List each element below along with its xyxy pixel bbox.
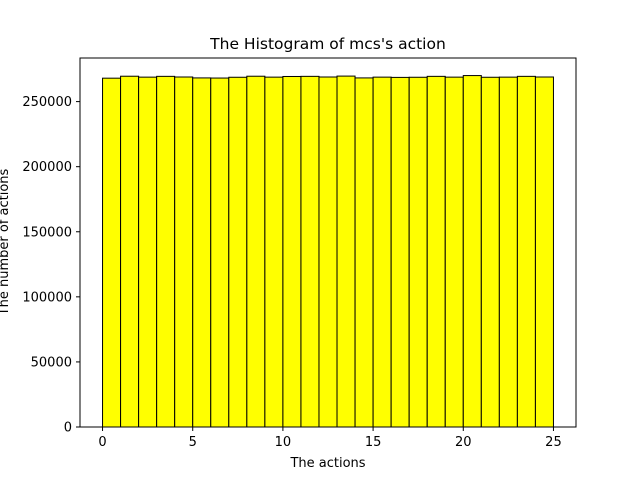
chart-title: The Histogram of mcs's action — [209, 35, 446, 53]
x-axis-label: The actions — [289, 456, 365, 471]
y-tick-label: 250000 — [22, 95, 72, 110]
histogram-bar — [210, 77, 230, 428]
y-tick-label: 150000 — [22, 225, 72, 240]
histogram-bar — [426, 75, 446, 428]
x-tick-label: 15 — [365, 435, 382, 450]
histogram-bar — [408, 76, 428, 428]
histogram-bar — [138, 76, 158, 428]
x-tick-label: 25 — [545, 435, 562, 450]
y-tick-label: 50000 — [31, 355, 72, 370]
histogram-bar — [336, 75, 356, 428]
histogram-bar — [192, 77, 212, 428]
y-tick-label: 200000 — [22, 160, 72, 175]
plot-frame — [79, 57, 577, 428]
histogram-bar — [102, 77, 122, 428]
histogram-bar — [372, 76, 392, 428]
histogram-bar — [444, 76, 464, 428]
histogram-bar — [318, 76, 338, 428]
y-axis-ticks: 0 50000 100000 150000 200000 250000 — [22, 95, 80, 436]
histogram-bar — [174, 76, 194, 428]
bars-group — [102, 75, 554, 428]
x-axis-ticks: 0 5 10 15 20 25 — [98, 427, 562, 450]
histogram-bar — [246, 75, 266, 428]
histogram-bar — [462, 75, 482, 428]
histogram-bar — [354, 77, 374, 428]
y-tick-label: 100000 — [22, 290, 72, 305]
histogram-bar — [498, 76, 518, 428]
histogram-bar — [390, 76, 410, 428]
x-tick-label: 5 — [189, 435, 197, 450]
y-tick-label: 0 — [64, 421, 72, 436]
histogram-bar — [228, 76, 248, 428]
histogram-bar — [516, 75, 536, 428]
histogram-bar — [264, 76, 284, 428]
histogram-bar — [534, 76, 554, 428]
histogram-bar — [480, 76, 500, 428]
x-tick-label: 20 — [455, 435, 472, 450]
histogram-bar — [300, 75, 320, 428]
x-tick-label: 0 — [98, 435, 106, 450]
x-tick-label: 10 — [275, 435, 292, 450]
y-axis-label: The number of actions — [0, 168, 12, 316]
histogram-bar — [156, 75, 176, 428]
histogram-bar — [120, 75, 140, 428]
histogram-bar — [282, 75, 302, 428]
